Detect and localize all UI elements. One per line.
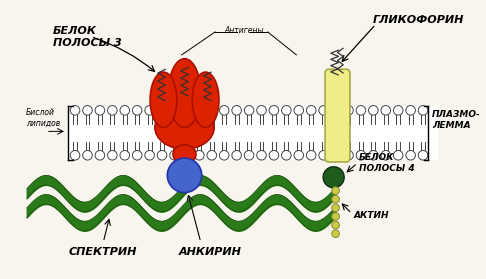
Circle shape bbox=[232, 150, 242, 160]
Circle shape bbox=[107, 150, 117, 160]
Ellipse shape bbox=[173, 145, 196, 164]
Circle shape bbox=[368, 150, 378, 160]
Text: БЕЛОК
ПОЛОСЫ 3: БЕЛОК ПОЛОСЫ 3 bbox=[52, 26, 122, 48]
Bar bbox=[69, 105, 438, 160]
Circle shape bbox=[394, 105, 403, 115]
FancyBboxPatch shape bbox=[325, 69, 350, 162]
Circle shape bbox=[394, 150, 403, 160]
Circle shape bbox=[332, 213, 339, 220]
Text: ГЛИКОФОРИН: ГЛИКОФОРИН bbox=[373, 15, 464, 25]
Text: Антигены: Антигены bbox=[224, 26, 263, 35]
Circle shape bbox=[418, 105, 428, 115]
Circle shape bbox=[294, 150, 304, 160]
Circle shape bbox=[207, 150, 217, 160]
Text: Бислой
липидов: Бислой липидов bbox=[26, 108, 60, 128]
Circle shape bbox=[219, 150, 229, 160]
Circle shape bbox=[244, 105, 254, 115]
Circle shape bbox=[207, 105, 217, 115]
Text: АНКИРИН: АНКИРИН bbox=[179, 247, 242, 257]
Circle shape bbox=[232, 105, 242, 115]
Circle shape bbox=[120, 150, 130, 160]
Circle shape bbox=[257, 150, 266, 160]
Circle shape bbox=[70, 150, 80, 160]
Circle shape bbox=[132, 150, 142, 160]
Circle shape bbox=[194, 150, 204, 160]
Circle shape bbox=[356, 105, 365, 115]
Circle shape bbox=[107, 105, 117, 115]
Circle shape bbox=[269, 105, 278, 115]
Circle shape bbox=[145, 105, 155, 115]
Circle shape bbox=[332, 204, 339, 212]
Circle shape bbox=[182, 150, 191, 160]
Ellipse shape bbox=[168, 59, 201, 128]
Circle shape bbox=[418, 150, 428, 160]
Circle shape bbox=[244, 150, 254, 160]
Circle shape bbox=[356, 150, 365, 160]
Circle shape bbox=[332, 221, 339, 229]
Text: СПЕКТРИН: СПЕКТРИН bbox=[69, 247, 138, 257]
Ellipse shape bbox=[155, 106, 214, 149]
Circle shape bbox=[269, 150, 278, 160]
Circle shape bbox=[368, 105, 378, 115]
Circle shape bbox=[344, 150, 353, 160]
Circle shape bbox=[406, 105, 416, 115]
Ellipse shape bbox=[192, 72, 219, 128]
Circle shape bbox=[157, 105, 167, 115]
Circle shape bbox=[319, 150, 329, 160]
Circle shape bbox=[95, 150, 104, 160]
Circle shape bbox=[381, 150, 391, 160]
Circle shape bbox=[95, 105, 104, 115]
Circle shape bbox=[120, 105, 130, 115]
Circle shape bbox=[281, 105, 291, 115]
Circle shape bbox=[332, 187, 339, 194]
Circle shape bbox=[219, 105, 229, 115]
Ellipse shape bbox=[150, 72, 177, 128]
Circle shape bbox=[194, 105, 204, 115]
Circle shape bbox=[182, 105, 191, 115]
Circle shape bbox=[257, 105, 266, 115]
Circle shape bbox=[319, 105, 329, 115]
Circle shape bbox=[83, 105, 92, 115]
Circle shape bbox=[145, 150, 155, 160]
Circle shape bbox=[306, 105, 316, 115]
Circle shape bbox=[167, 158, 202, 193]
Circle shape bbox=[381, 105, 391, 115]
Circle shape bbox=[331, 150, 341, 160]
Text: АКТИН: АКТИН bbox=[354, 211, 389, 220]
Circle shape bbox=[331, 105, 341, 115]
Circle shape bbox=[323, 167, 344, 188]
Circle shape bbox=[281, 150, 291, 160]
Circle shape bbox=[332, 195, 339, 203]
Circle shape bbox=[157, 150, 167, 160]
Circle shape bbox=[306, 150, 316, 160]
Circle shape bbox=[294, 105, 304, 115]
Circle shape bbox=[70, 105, 80, 115]
Circle shape bbox=[332, 230, 339, 237]
Text: ПЛАЗМО-
ЛЕММА: ПЛАЗМО- ЛЕММА bbox=[432, 110, 481, 130]
Circle shape bbox=[83, 150, 92, 160]
Circle shape bbox=[132, 105, 142, 115]
Circle shape bbox=[406, 150, 416, 160]
Circle shape bbox=[170, 150, 179, 160]
Circle shape bbox=[344, 105, 353, 115]
Text: БЕЛОК
ПОЛОСЫ 4: БЕЛОК ПОЛОСЫ 4 bbox=[359, 153, 414, 173]
Circle shape bbox=[170, 105, 179, 115]
